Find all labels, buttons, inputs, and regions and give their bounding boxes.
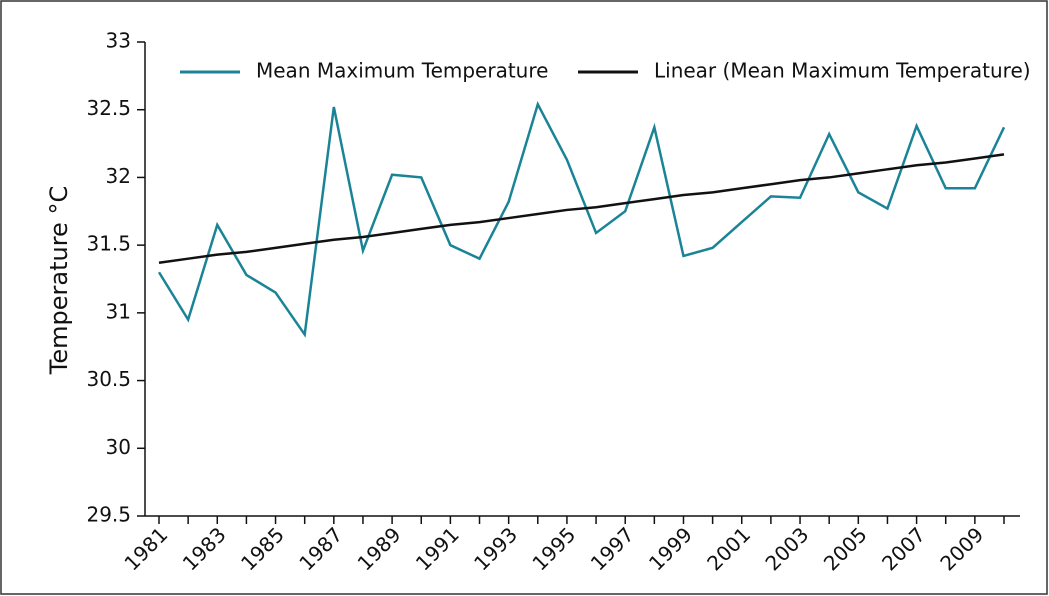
x-tick-label: 1985 [236,522,289,575]
y-tick-label: 32 [106,164,131,188]
x-tick-label: 1993 [469,522,522,575]
series-line [158,153,1005,264]
y-tick-label: 29.5 [86,503,131,527]
x-tick-label: 1997 [586,522,639,575]
x-tick-label: 1999 [644,522,697,575]
x-tick-label: 2007 [877,522,930,575]
series-line [157,100,1006,338]
y-axis-label: Temperature °C [45,186,73,375]
legend-label: Linear (Mean Maximum Temperature) [654,59,1031,83]
x-tick-label: 1989 [353,522,406,575]
y-tick-label: 31 [106,299,131,323]
x-tick-label: 1981 [119,522,172,575]
y-tick-label: 33 [106,29,131,53]
x-tick-label: 1991 [411,522,464,575]
x-tick-label: 2003 [760,522,813,575]
x-tick-label: 2009 [935,522,988,575]
x-tick-label: 1987 [294,522,347,575]
y-tick-label: 30 [106,435,131,459]
x-tick-label: 2001 [702,522,755,575]
x-tick-label: 1983 [178,522,231,575]
x-tick-label: 2005 [819,522,872,575]
y-tick-label: 32.5 [86,96,131,120]
legend-label: Mean Maximum Temperature [256,59,548,83]
x-tick-label: 1995 [527,522,580,575]
y-tick-label: 31.5 [86,232,131,256]
y-tick-label: 30.5 [86,367,131,391]
